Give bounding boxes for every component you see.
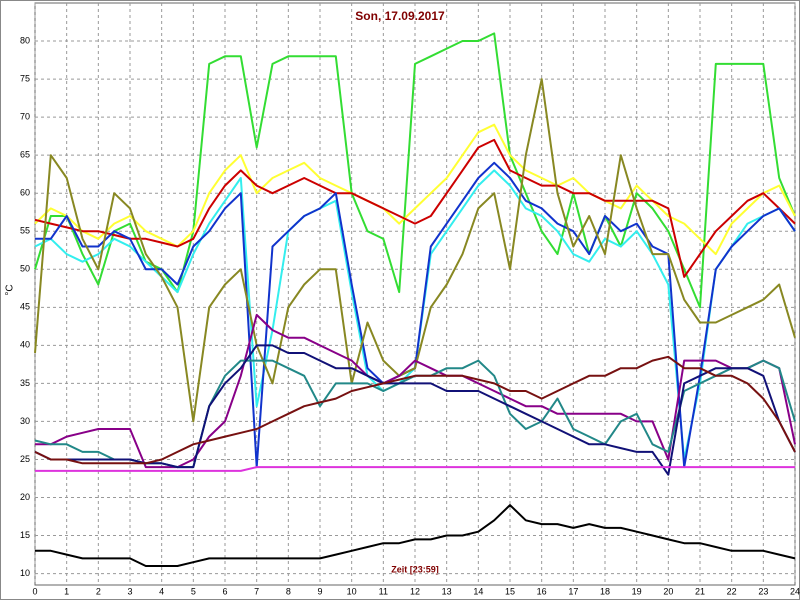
x-tick-label: 8 (286, 586, 291, 596)
y-tick-label: 35 (20, 378, 30, 388)
x-tick-label: 14 (473, 586, 483, 596)
y-tick-label: 20 (20, 492, 30, 502)
x-tick-label: 22 (727, 586, 737, 596)
series-line (34, 355, 796, 465)
chart-title: Son, 17.09.2017 (355, 9, 445, 23)
x-tick-label: 15 (505, 586, 515, 596)
x-tick-label: 4 (159, 586, 164, 596)
x-tick-label: 13 (442, 586, 452, 596)
series-line (34, 123, 796, 256)
x-tick-label: 24 (790, 586, 800, 596)
x-tick-label: 10 (347, 586, 357, 596)
y-tick-label: 55 (20, 226, 30, 236)
y-tick-label: 70 (20, 111, 30, 121)
x-tick-label: 5 (191, 586, 196, 596)
y-tick-label: 65 (20, 150, 30, 160)
x-tick-label: 0 (32, 586, 37, 596)
x-tick-label: 19 (632, 586, 642, 596)
x-tick-label: 6 (222, 586, 227, 596)
x-tick-label: 23 (758, 586, 768, 596)
series-line (34, 138, 796, 278)
x-tick-label: 20 (663, 586, 673, 596)
x-tick-label: 3 (127, 586, 132, 596)
y-tick-label: 10 (20, 568, 30, 578)
series-line (34, 78, 796, 423)
x-tick-label: 21 (695, 586, 705, 596)
y-tick-label: 50 (20, 264, 30, 274)
y-axis-label: °C (5, 284, 16, 295)
x-tick-label: 16 (537, 586, 547, 596)
x-tick-label: 11 (379, 586, 388, 596)
y-tick-label: 75 (20, 73, 30, 83)
x-tick-label: 18 (600, 586, 610, 596)
x-tick-label: 2 (96, 586, 101, 596)
series-line (35, 504, 796, 567)
series-line (35, 313, 796, 469)
x-tick-label: 1 (64, 586, 69, 596)
y-tick-label: 80 (20, 35, 30, 45)
x-tick-label: 17 (568, 586, 578, 596)
y-tick-label: 30 (20, 416, 30, 426)
x-tick-label: 7 (254, 586, 259, 596)
x-tick-label: 12 (410, 586, 420, 596)
y-tick-label: 45 (20, 302, 30, 312)
y-tick-label: 40 (20, 340, 30, 350)
y-tick-label: 15 (20, 530, 30, 540)
series-line (35, 466, 795, 472)
y-tick-label: 60 (20, 188, 30, 198)
series-line (34, 344, 796, 476)
y-tick-label: 25 (20, 454, 30, 464)
x-tick-label: 9 (317, 586, 322, 596)
